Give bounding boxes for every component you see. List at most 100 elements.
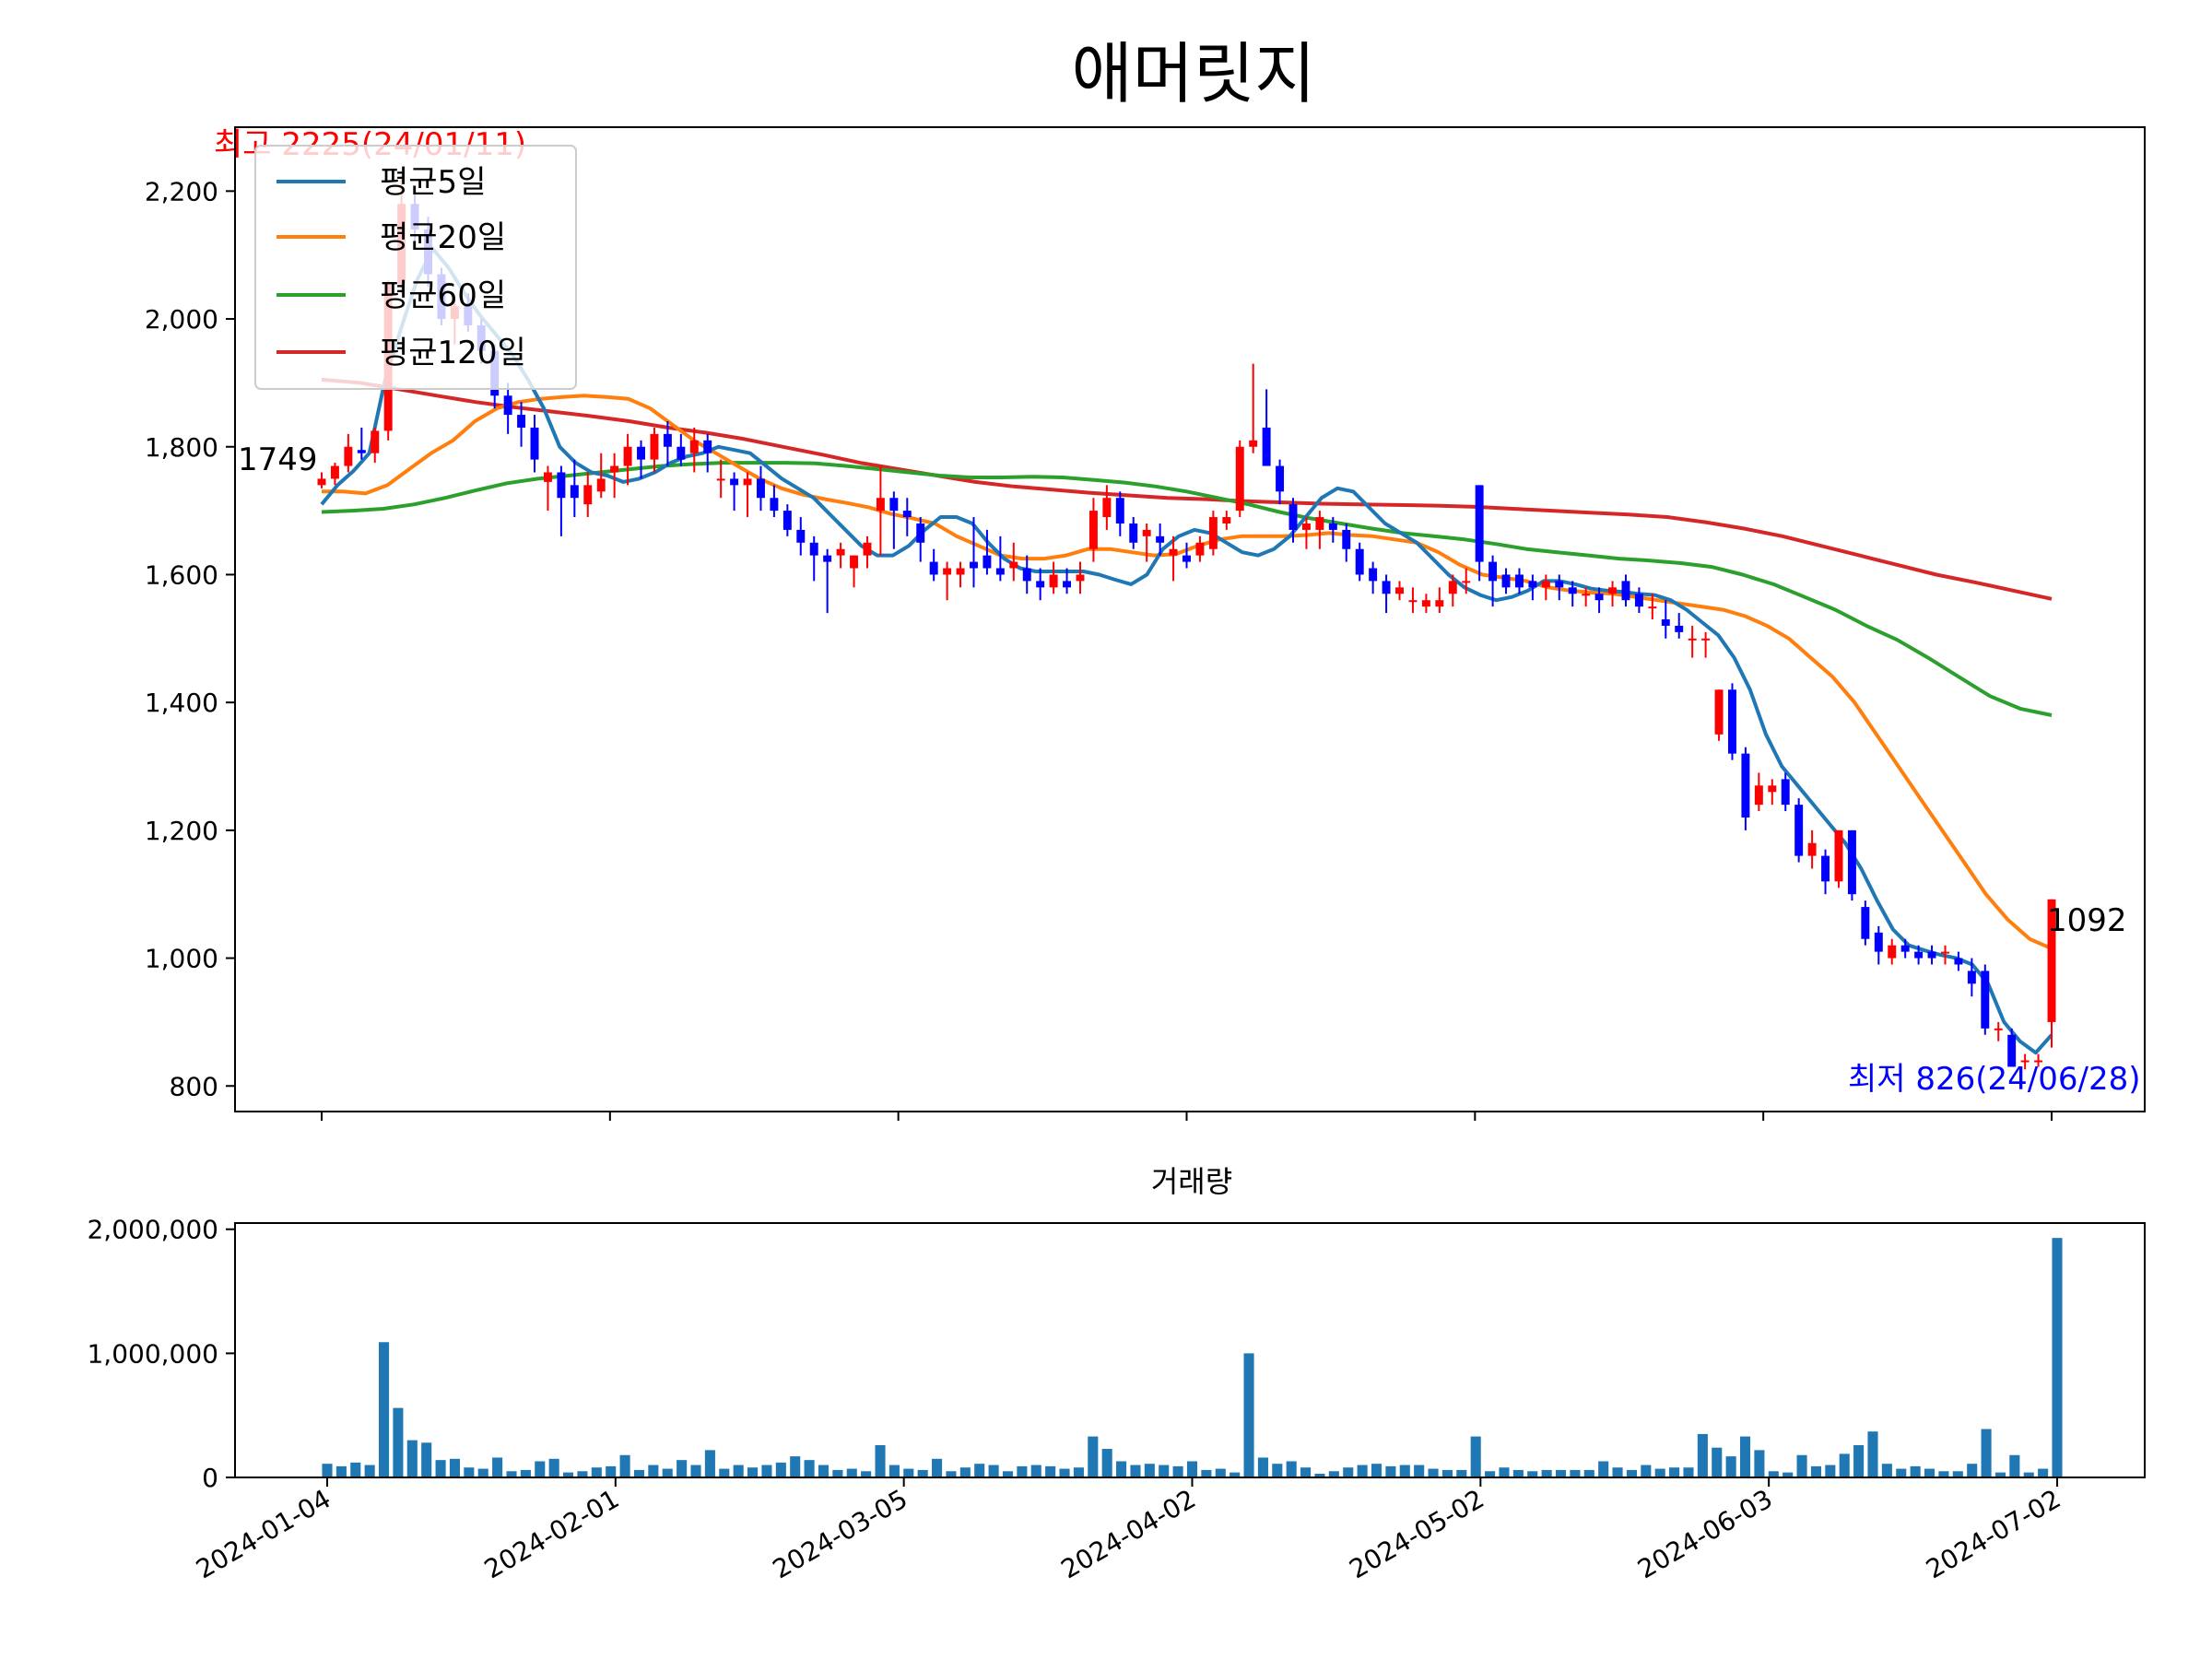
volume-bar [1810,1465,1821,1477]
volume-bar [1088,1436,1099,1477]
candle-body [371,430,380,453]
price-y-tick-label: 1,200 [145,816,218,846]
candle-body [1701,638,1711,641]
chart-title: 애머릿지 [1072,35,1316,112]
volume-bar [888,1465,900,1477]
volume-bar [1598,1461,1609,1477]
volume-bar [1399,1465,1410,1477]
volume-bar [1371,1464,1382,1477]
candle-body [756,478,765,499]
candlestick-series [317,175,2056,1070]
candle-body [1036,581,1045,588]
candle-body [1900,945,1910,952]
date-axis: 2024-01-04 2024-02-01 2024-03-05 2024-04-02… [191,1477,2066,1584]
volume-bar [1485,1471,1496,1477]
candle-body [1781,779,1790,806]
volume-bar [464,1467,475,1477]
volume-bar [633,1469,645,1477]
volume-bar [1059,1468,1070,1477]
candle-body [1994,1028,2003,1030]
volume-bar [1172,1465,1183,1477]
candle-body [1768,785,1777,793]
candle-body [1941,951,1949,954]
candle-body [782,511,792,530]
volume-bar [1669,1467,1680,1477]
candle-body [1488,561,1498,582]
candle-body [1874,932,1883,952]
candle-body [943,568,952,575]
volume-bar [690,1465,701,1477]
candle-body [916,523,925,543]
candle-body [1594,594,1604,601]
candle-body [677,446,686,460]
volume-bar [1612,1467,1623,1477]
end-value-label: 1092 [2047,902,2127,939]
candle-body [1861,907,1870,939]
candle-body [1076,574,1085,582]
candle-body [1208,517,1218,549]
price-panel: 800 1,000 1,200 1,400 1,600 1,800 2,000 2,200 최… [145,126,2146,1121]
volume-title: 거래량 [1151,1164,1232,1199]
candle-body [570,485,579,499]
volume-bar [1073,1467,1084,1477]
candle-body [530,427,539,460]
volume-bar [1910,1465,1921,1477]
volume-bar [1002,1471,1014,1477]
price-y-tick-label: 1,600 [145,559,218,590]
candle-body [836,548,845,556]
volume-bar [1230,1472,1241,1477]
candle-body [1648,606,1657,609]
volume-bar [406,1440,418,1477]
date-tick-label: 2024-01-04 [191,1483,335,1584]
candle-body [716,478,725,481]
candle-body [1195,542,1205,556]
candle-body [1967,971,1976,984]
volume-bar [1783,1472,1794,1477]
candle-body [809,542,818,556]
candle-body [2034,1060,2043,1063]
volume-bar [492,1457,503,1477]
candle-body [344,446,353,466]
candle-body [1102,498,1112,518]
volume-bar [1654,1468,1665,1477]
candle-body [503,395,512,416]
candle-body [1156,535,1165,543]
legend: 평균5일 평균20일 평균60일 평균120일 [254,145,577,390]
date-tick-label: 2024-04-02 [1056,1483,1201,1584]
volume-bar [2009,1454,2020,1477]
volume-bar [1583,1469,1594,1477]
candle-body [330,465,339,479]
candle-body [1514,574,1524,588]
volume-bar [393,1407,404,1477]
candle-body [583,485,593,505]
volume-bar [1101,1449,1112,1477]
volume-bar [1512,1469,1524,1477]
volume-bar [959,1467,971,1477]
volume-bar [761,1465,772,1477]
candle-body [1888,945,1897,959]
candle-body [1115,498,1124,524]
volume-bar [548,1458,559,1477]
volume-bar [1570,1469,1581,1477]
volume-bar [577,1471,588,1477]
volume-bar [1924,1468,1936,1477]
candle-body [1142,529,1151,536]
candle-body [1688,638,1697,641]
volume-bar [1994,1472,2006,1477]
volume-bar [677,1460,688,1477]
candle-body [1821,855,1830,882]
candle-body [1754,785,1763,806]
candle-body [650,433,659,460]
volume-bar [790,1456,801,1477]
volume-bar [1030,1465,1041,1477]
volume-bar [1626,1469,1637,1477]
candle-body [1634,594,1643,607]
volume-bar [1739,1436,1751,1477]
candle-body [1555,581,1564,588]
volume-bar [1144,1464,1155,1477]
volume-bar [591,1467,602,1477]
volume-y-tick-label: 1,000,000 [87,1338,218,1369]
moving-average-line [322,394,2053,951]
volume-bar [903,1468,914,1477]
volume-bar [733,1465,744,1477]
